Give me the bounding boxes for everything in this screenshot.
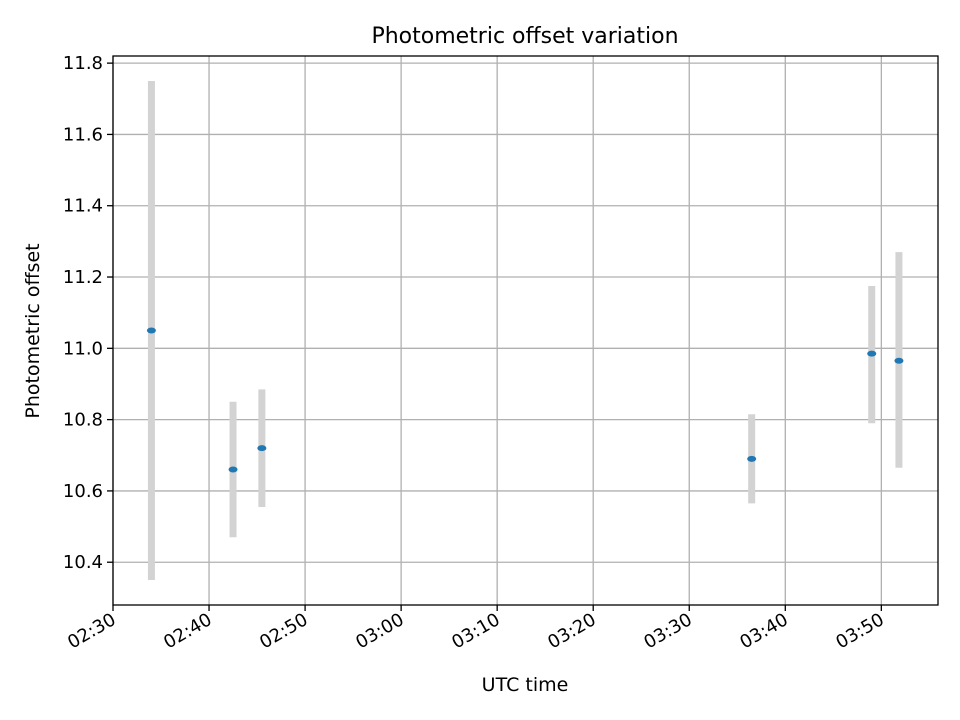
y-tick-label: 11.0 [63,338,103,359]
data-point [146,327,156,334]
y-tick-label: 11.6 [63,124,103,145]
x-tick-label: 02:30 [64,609,119,653]
y-tick-label: 11.8 [63,53,103,74]
y-axis-label: Photometric offset [22,243,44,418]
y-tick-label: 10.6 [63,481,103,502]
x-tick-label: 02:50 [256,609,311,653]
x-tick-label: 03:30 [640,609,695,653]
data-point [257,445,267,452]
grid [112,56,938,605]
x-axis-ticks: 02:30 02:40 02:50 03:00 03:10 03:20 03:30 03:40… [64,605,888,653]
data-point [747,455,757,462]
y-tick-label: 10.8 [63,410,103,431]
x-tick-label: 03:00 [352,609,407,653]
data-point [894,357,904,364]
y-axis-ticks: 10.4 10.6 10.8 11.0 11.2 11.4 11.6 11.8 [63,53,113,573]
x-tick-label: 03:10 [448,609,503,653]
data-points [146,327,904,473]
error-bars [147,80,903,581]
y-tick-label: 11.4 [63,196,103,217]
data-point [228,466,238,473]
x-tick-label: 03:20 [544,609,599,653]
x-tick-label: 03:50 [832,609,887,653]
x-axis-label: UTC time [482,674,569,696]
y-tick-label: 10.4 [63,552,103,573]
x-tick-label: 03:40 [736,609,791,653]
x-tick-label: 02:40 [160,609,215,653]
plot-area-frame [112,55,939,606]
data-point [867,350,877,357]
chart-title: Photometric offset variation [371,24,678,49]
y-tick-label: 11.2 [63,267,103,288]
